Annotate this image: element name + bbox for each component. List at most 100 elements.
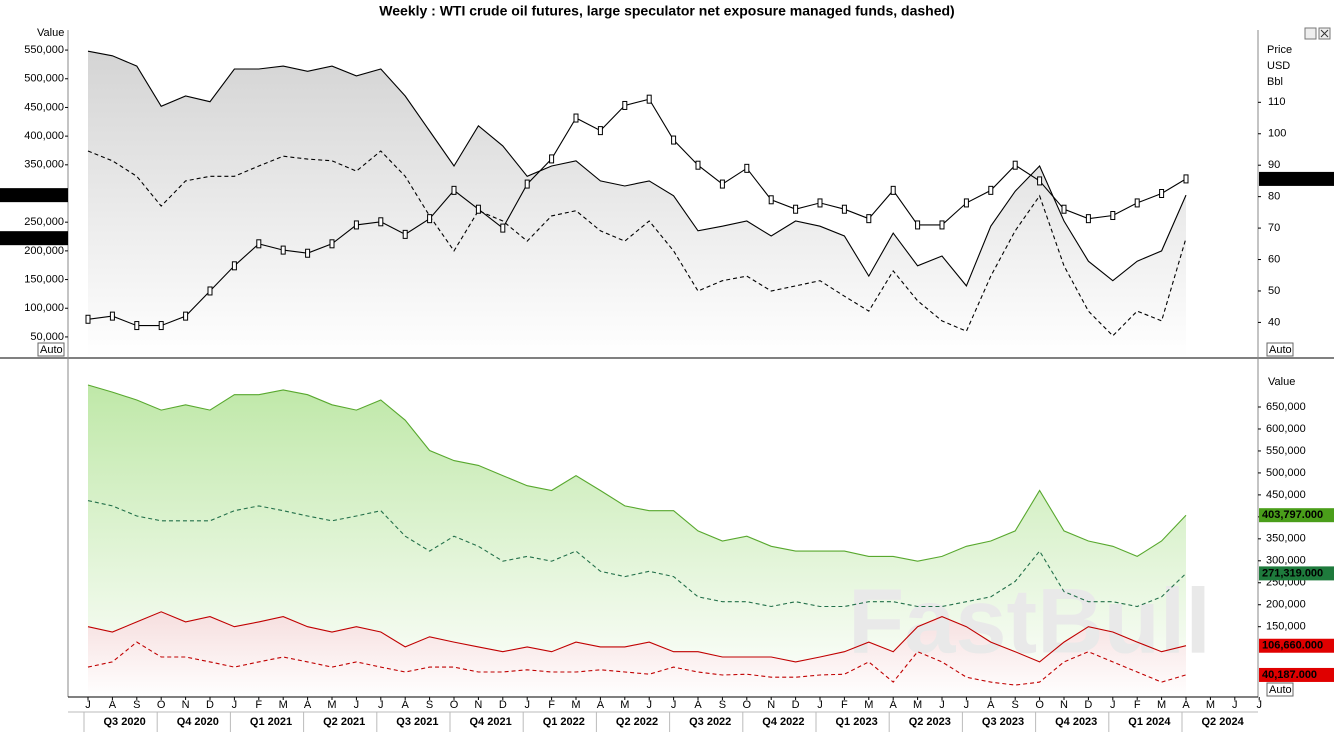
quarter-label: Q1 2024 [1128,716,1171,728]
y-tick-label: 200,000 [24,245,64,257]
x-tick-label: O [157,699,166,711]
value-label-box [1259,566,1334,581]
price-marker [183,311,189,321]
price-marker [500,223,506,233]
value-label: 297,137.000 [5,189,66,201]
chart-title: Weekly : WTI crude oil futures, large sp… [379,3,954,19]
value-label-box [1259,667,1334,682]
price-marker [841,204,847,214]
price-marker [1134,198,1140,208]
x-tick-label: F [841,699,848,711]
y-tick-label: 300,000 [1266,555,1306,567]
y-tick-label: 550,000 [24,44,64,56]
value-label-box [0,188,68,203]
x-tick-label: J [1256,699,1262,711]
price-marker [305,248,311,258]
price-marker [256,239,262,249]
price-marker [1085,214,1091,224]
value-label-box [0,231,68,246]
price-marker [231,261,237,271]
x-tick-label: J [817,699,823,711]
x-tick-label: S [1012,699,1019,711]
price-marker [109,311,115,321]
price-marker [622,100,628,110]
y-tick-label: 500,000 [24,73,64,85]
y-tick-label: 150,000 [1266,621,1306,633]
series-line [87,150,1187,337]
price-marker [402,229,408,239]
panel-button[interactable] [1304,27,1317,40]
close-icon [1320,29,1329,38]
price-marker [280,245,286,255]
scale-mode[interactable]: Auto [40,344,63,356]
x-tick-label: J [1110,699,1116,711]
series-line [87,384,1187,562]
price-marker [719,179,725,189]
price-marker [427,214,433,224]
price-marker [597,126,603,136]
y-tick-label: 550,000 [1266,445,1306,457]
x-tick-label: J [964,699,970,711]
area [88,385,1186,697]
scale-button[interactable] [37,342,65,357]
price-marker [1061,204,1067,214]
x-tick-label: F [255,699,262,711]
x-tick-label: J [85,699,91,711]
x-tick-label: N [474,699,482,711]
price-marker [866,214,872,224]
x-tick-label: O [1035,699,1044,711]
price-marker [134,321,140,331]
x-tick-label: M [327,699,336,711]
x-tick-label: A [890,699,898,711]
y-tick-label: 350,000 [1266,533,1306,545]
price-marker [646,94,652,104]
quarter-label: Q2 2023 [909,716,951,728]
price-marker [1012,160,1018,170]
quarter-label: Q3 2022 [689,716,731,728]
scale-mode[interactable]: Auto [1269,684,1292,696]
y-tick-label: 200,000 [1266,599,1306,611]
price-marker [1110,211,1116,221]
quarter-label: Q4 2020 [177,716,219,728]
quarter-label: Q2 2024 [1201,716,1244,728]
x-tick-label: J [354,699,360,711]
y-tick-label: 100,000 [24,302,64,314]
x-tick-label: A [694,699,702,711]
price-marker [890,185,896,195]
x-tick-label: A [597,699,605,711]
price-marker [85,314,91,324]
x-tick-label: J [939,699,945,711]
x-tick-label: A [402,699,410,711]
value-label: 222,132.000 [5,232,66,244]
x-tick-label: A [304,699,312,711]
x-tick-label: M [620,699,629,711]
quarter-label: Q3 2020 [103,716,145,728]
y-axis-label: Value [1268,376,1295,388]
value-label-box [1259,508,1334,523]
scale-button[interactable] [1266,342,1294,357]
price-marker [671,135,677,145]
quarter-label: Q1 2022 [543,716,585,728]
scale-mode[interactable]: Auto [1269,344,1292,356]
series-line [87,641,1187,686]
x-tick-label: A [987,699,995,711]
x-tick-label: D [206,699,214,711]
value-label: 106,660.000 [1262,640,1323,652]
price-marker [768,195,774,205]
quarter-label: Q4 2023 [1055,716,1097,728]
x-tick-label: M [279,699,288,711]
price-marker [1159,189,1165,198]
price-marker [988,185,994,195]
x-tick-label: S [133,699,140,711]
scale-button[interactable] [1266,682,1294,697]
quarter-label: Q2 2021 [323,716,365,728]
value-label: 40,187.000 [1262,669,1317,681]
lines [85,50,1189,686]
x-tick-label: D [499,699,507,711]
price-marker [695,160,701,170]
price-marker [475,204,481,214]
series-line [87,50,1187,287]
x-tick-label: N [1060,699,1068,711]
x-tick-label: A [109,699,117,711]
